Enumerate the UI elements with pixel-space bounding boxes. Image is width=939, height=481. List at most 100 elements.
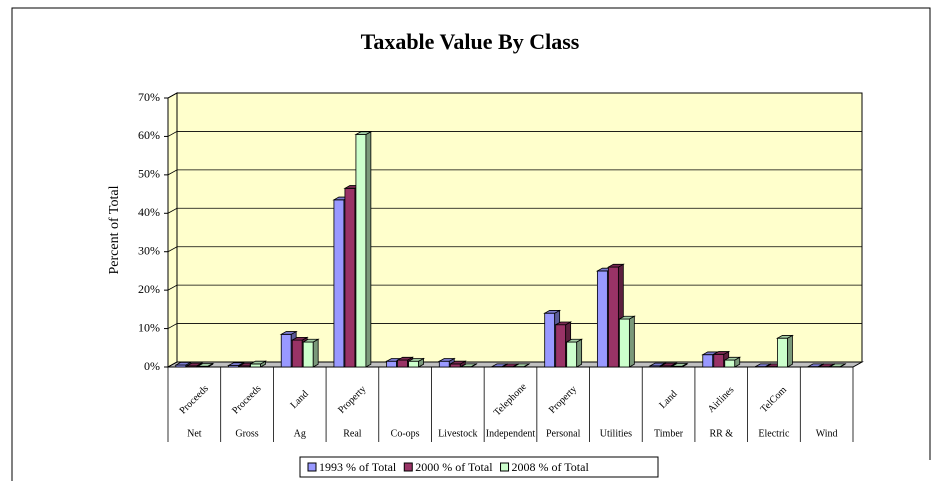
bar-top [806,363,825,368]
bar [777,337,788,368]
x-group-label: Electric [758,428,790,439]
bar-top [279,331,298,335]
x-group-label: Timber [654,428,684,439]
x-tick-label: Livestock [438,428,477,439]
grid-line [167,207,862,214]
bar-top [775,335,794,339]
bar-top [543,310,562,314]
bar-top [490,363,509,368]
bar-top [407,358,426,362]
bar [555,324,567,368]
x-tick-label: Proceeds [178,383,211,416]
x-tick-label: Co-ops [391,428,420,439]
bar-top [196,363,215,367]
legend-box [299,456,659,478]
bar-top [617,315,636,320]
bar [280,333,292,368]
chart-title: Taxable Value By Class [361,29,580,54]
legend-label: 2000 % of Total [415,460,493,474]
bar-top [248,360,268,365]
bar [344,187,356,368]
bar-top [226,362,246,366]
bar-top [301,338,320,343]
bar-side [576,338,583,368]
chart-border [11,7,931,481]
bar [386,360,398,368]
bar-top [670,363,689,367]
y-tick-label: 10% [138,320,160,334]
legend-label: 1993 % of Total [319,460,397,474]
bar [566,341,578,368]
grid-line [167,246,862,253]
grid-line [167,131,862,137]
bar-top [512,363,531,368]
bar-top [606,263,625,268]
x-tick-label: Wind [816,428,838,439]
x-tick-label: Land [657,389,679,411]
x-group-label: Independent [486,428,536,439]
bar-side [312,338,319,368]
grid-line [167,169,862,176]
y-axis-label: Percent of Total [107,185,122,274]
bar [355,134,367,368]
bar [250,363,261,368]
y-tick-label: 40% [138,205,160,219]
x-group-label: RR & [709,428,733,439]
bar [333,199,345,368]
legend-swatch [403,462,413,472]
bar [438,360,450,368]
bar [408,360,420,368]
x-group-label: Net [187,428,202,439]
bar [702,354,714,368]
bar-top [648,362,667,367]
bar [302,341,314,368]
bar-side [365,131,372,368]
bar [618,318,630,368]
bar [291,339,303,368]
bar-top [174,361,193,366]
bar [544,312,556,368]
x-tick-label: Telephone [492,381,530,419]
bar-top [448,360,467,365]
bar-top [185,362,204,367]
bar-top [501,363,520,368]
grid-line [167,284,862,291]
bar [713,353,725,368]
y-tick-label: 70% [138,90,160,104]
bar-top [828,363,847,368]
y-tick-label: 0% [144,359,160,373]
y-tick-label: 30% [138,243,160,257]
y-tick-label: 20% [138,282,160,296]
bar [397,359,409,368]
legend-swatch [500,462,510,472]
bar-top [396,356,415,361]
y-tick-label: 50% [138,167,160,181]
bar-top [817,363,836,368]
x-group-label: Real [343,428,362,439]
x-tick-label: Land [288,389,310,411]
bar [596,270,608,368]
bar-top [290,336,309,341]
x-tick-label: Airlines [706,385,737,416]
x-tick-label: Property [547,384,579,416]
x-group-label: Gross [235,428,258,439]
bar-top [723,356,742,361]
bar [724,359,736,368]
bar [449,363,461,368]
x-tick-label: Property [336,384,368,416]
x-group-label: Personal [546,428,581,439]
x-tick-label: Proceeds [230,383,263,416]
bar-top [659,362,678,367]
x-tick-label: Utilities [600,428,632,439]
back-wall [176,92,863,363]
bar [607,266,619,368]
bar-side [787,334,793,368]
x-group-label: Ag [294,428,306,439]
bar-top [554,321,573,326]
y-tick-label: 60% [138,128,160,142]
bar-side [628,315,635,368]
bar-top [753,363,772,368]
bar-top [354,131,373,135]
bar-top [712,351,731,355]
